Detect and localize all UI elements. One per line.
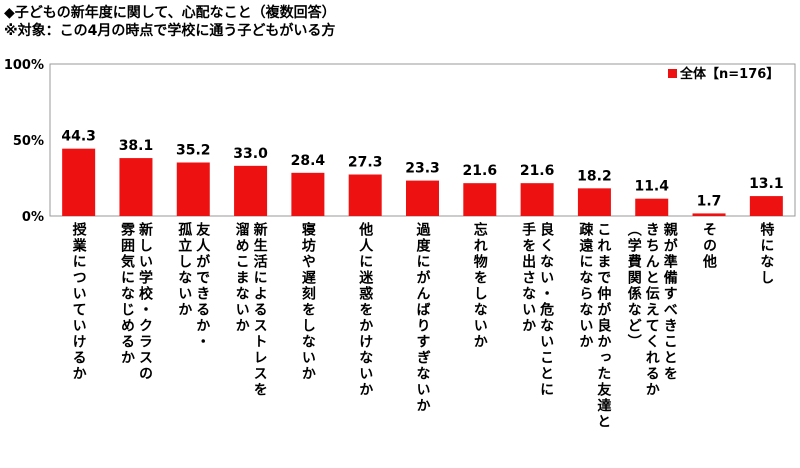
bar xyxy=(635,198,669,216)
legend-label: 全体【n=176】 xyxy=(679,66,779,82)
data-label: 27.3 xyxy=(348,155,383,171)
category-label: 忘れ物をしないか xyxy=(471,222,488,350)
data-label: 11.4 xyxy=(634,179,669,195)
data-label: 21.6 xyxy=(463,163,498,179)
data-label: 44.3 xyxy=(61,129,96,145)
data-label: 38.1 xyxy=(119,138,154,154)
data-label: 23.3 xyxy=(405,161,440,177)
category-label: 良くない・危ないことに 手を出さないか xyxy=(520,222,555,398)
chart-subtitle: ※対象：この4月の時点で学校に通う子どもがいる方 xyxy=(4,23,336,39)
category-label: 授業についていけるか xyxy=(70,222,87,382)
bar xyxy=(463,183,497,216)
category-label: 寝坊や遅刻をしないか xyxy=(299,222,316,382)
data-label: 1.7 xyxy=(697,193,722,209)
bar xyxy=(62,148,96,216)
category-label: その他 xyxy=(701,222,718,270)
category-label: 過度にがんばりすぎないか xyxy=(414,222,431,414)
category-label: 親が準備すべきことを きちんと伝えてくれるか （学費関係など） xyxy=(625,222,678,398)
bar xyxy=(520,183,554,216)
data-label: 28.4 xyxy=(291,153,326,169)
category-label: 他人に迷惑をかけないか xyxy=(357,222,374,398)
bar xyxy=(119,158,153,216)
category-label: 新しい学校・クラスの 雰囲気になじめるか xyxy=(118,222,153,382)
data-label: 18.2 xyxy=(577,168,612,184)
category-label: 新生活によるストレスを 溜めこまないか xyxy=(233,222,268,398)
data-label: 13.1 xyxy=(749,176,784,192)
bar xyxy=(234,165,268,216)
bar xyxy=(176,162,210,216)
bar xyxy=(692,213,726,216)
y-tick-label: 0% xyxy=(22,210,44,225)
y-tick-label: 50% xyxy=(13,134,44,149)
data-label: 21.6 xyxy=(520,163,555,179)
bar xyxy=(577,188,611,216)
data-label: 33.0 xyxy=(233,146,268,162)
legend-swatch xyxy=(668,69,677,78)
bar xyxy=(291,172,325,216)
chart-title: ◆子どもの新年度に関して、心配なこと（複数回答） xyxy=(4,5,336,21)
data-label: 35.2 xyxy=(176,142,211,158)
bar xyxy=(749,196,783,216)
category-label: これまで仲が良かった友達と 疎遠にならないか xyxy=(577,222,612,430)
category-label: 特になし xyxy=(758,222,775,286)
bar xyxy=(406,180,439,216)
category-label: 友人ができるか・ 孤立しないか xyxy=(176,222,211,350)
y-tick-label: 100% xyxy=(4,58,44,73)
bar xyxy=(348,174,382,216)
